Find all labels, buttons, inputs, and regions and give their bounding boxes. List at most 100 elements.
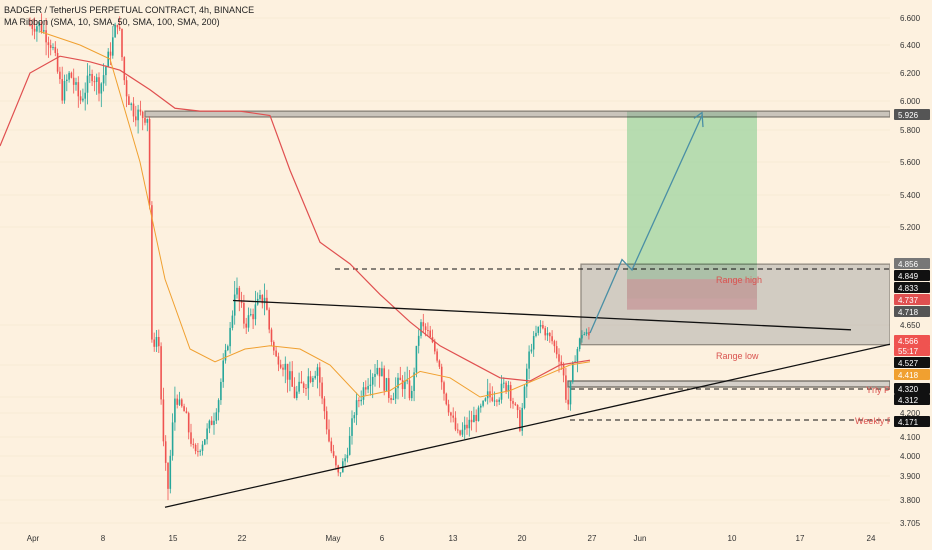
x-tick-label: 10: [728, 534, 737, 543]
candle-body: [86, 75, 89, 93]
candle-body: [523, 386, 526, 408]
candle-body: [213, 420, 215, 425]
candle-body: [397, 377, 399, 389]
candle-body: [243, 303, 245, 324]
candle-body: [215, 412, 218, 421]
candle-body: [484, 398, 487, 401]
stop-zone: [627, 279, 757, 310]
candle-body: [330, 441, 333, 452]
candle-body: [261, 294, 264, 304]
y-tick-label: 4.650: [900, 321, 921, 330]
candle-body: [553, 341, 556, 347]
candle-body: [291, 371, 293, 387]
candle-body: [323, 398, 326, 412]
candle-body: [123, 57, 126, 81]
y-tick-label: 3.900: [900, 472, 921, 481]
candle-body: [220, 381, 222, 401]
candle-body: [36, 26, 38, 32]
candle-body: [493, 400, 496, 402]
candle-body: [151, 205, 153, 340]
candle-body: [82, 98, 84, 101]
candle-body: [130, 103, 132, 105]
candle-body: [217, 400, 220, 413]
candle-body: [576, 349, 579, 362]
candle-body: [91, 73, 93, 82]
candle-body: [567, 399, 569, 405]
candle-body: [583, 334, 586, 336]
candle-body: [500, 383, 503, 400]
candle-body: [245, 323, 247, 328]
candle-body: [293, 386, 296, 399]
candle-body: [29, 24, 31, 26]
candle-body: [381, 368, 383, 377]
price-tag: [894, 394, 930, 405]
candle-body: [208, 420, 211, 429]
candle-body: [128, 96, 130, 105]
candle-body: [509, 385, 512, 401]
candle-body: [542, 325, 544, 329]
candle-body: [530, 349, 533, 352]
y-tick-label: 4.100: [900, 433, 921, 442]
candle-body: [300, 381, 303, 384]
candle-body: [574, 361, 576, 363]
candle-body: [266, 297, 268, 310]
candle-body: [466, 424, 468, 429]
candle-body: [539, 325, 542, 327]
candle-body: [436, 351, 438, 361]
candle-body: [344, 458, 346, 462]
candle-body: [420, 322, 422, 336]
price-tag: [894, 383, 930, 394]
candle-body: [385, 378, 388, 391]
candle-body: [72, 77, 75, 85]
candle-body: [399, 377, 402, 381]
candle-body: [535, 332, 537, 336]
candle-body: [312, 378, 314, 382]
candle-body: [259, 294, 261, 299]
chart-legend: BADGER / TetherUS PERPETUAL CONTRACT, 4h…: [4, 4, 254, 28]
x-tick-label: 8: [101, 534, 106, 543]
x-tick-label: Apr: [27, 534, 40, 543]
candle-body: [519, 410, 521, 431]
candle-body: [282, 367, 284, 370]
candle-body: [332, 451, 335, 457]
candle-body: [56, 53, 59, 72]
candle-body: [362, 387, 365, 400]
candle-body: [201, 444, 204, 451]
candle-body: [89, 73, 91, 76]
candle-body: [459, 430, 461, 435]
candle-body: [233, 294, 236, 316]
candle-body: [440, 366, 443, 383]
candle-body: [148, 118, 151, 206]
candle-body: [544, 328, 546, 336]
candle-body: [63, 80, 66, 101]
candle-body: [227, 346, 229, 351]
price-tag-label: 4.171: [898, 418, 919, 427]
candle-body: [238, 287, 241, 301]
candle-body: [319, 367, 321, 383]
candle-body: [417, 335, 420, 346]
price-tag-label: 4.718: [898, 308, 919, 317]
candle-body: [447, 404, 450, 413]
candle-body: [52, 47, 54, 49]
x-tick-label: 27: [588, 534, 597, 543]
candle-body: [176, 398, 178, 405]
candle-body: [158, 337, 160, 347]
candle-body: [250, 314, 252, 316]
price-tag-label: 4.833: [898, 284, 919, 293]
candle-body: [284, 363, 287, 370]
candle-body: [174, 398, 176, 423]
candle-body: [429, 330, 431, 338]
price-tag-label: 4.320: [898, 385, 919, 394]
candle-body: [77, 82, 80, 97]
candle-body: [438, 360, 441, 367]
candle-body: [247, 315, 250, 328]
candle-body: [139, 109, 142, 112]
candle-body: [210, 420, 213, 425]
candle-body: [38, 22, 40, 27]
x-tick-label: Jun: [634, 534, 647, 543]
symbol-title: BADGER / TetherUS PERPETUAL CONTRACT, 4h…: [4, 5, 255, 15]
candle-body: [565, 375, 567, 400]
price-tag: [894, 258, 930, 269]
candle-body: [569, 381, 572, 405]
